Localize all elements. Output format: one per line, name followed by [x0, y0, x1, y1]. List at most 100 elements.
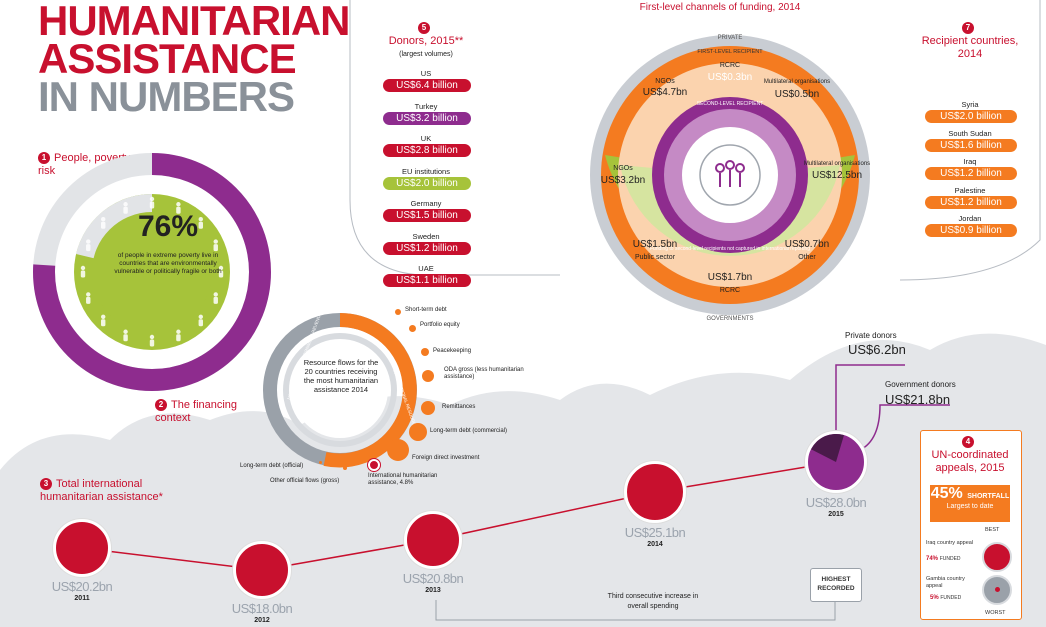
section-4-number: 4: [962, 436, 974, 449]
section-5-title: Donors, 2015**: [388, 35, 464, 47]
donor-name-1: Turkey: [414, 101, 438, 111]
channel-bottom-2-amount: US$1.7bn: [708, 272, 752, 283]
channel-bottom-4-amount: US$12.5bn: [812, 170, 862, 181]
section-2-title: The financing context: [155, 399, 238, 424]
iraq-appeal-figure: 74% FUNDED: [926, 556, 961, 562]
donor-name-2: UK: [420, 134, 432, 143]
timeline-amount-4: US$28.0bn: [805, 495, 867, 510]
timeline-amount-2: US$20.8bn: [402, 571, 464, 586]
gambia-appeal-dot: [994, 587, 1000, 592]
flow-label-1: Portfolio equity: [420, 322, 460, 328]
shortfall-box: 45% SHORTFALL Largest to date: [930, 485, 1010, 522]
private-donors-amount: US$6.2bn: [848, 342, 906, 357]
donor-name-4: Germany: [410, 199, 442, 208]
flow-label-2: Peacekeeping: [433, 348, 472, 354]
flow-dot-2: [421, 348, 429, 356]
donor-name-5: Sweden: [412, 231, 440, 241]
timeline-amount-3: US$25.1bn: [624, 525, 686, 540]
timeline-year-4: 2015: [828, 511, 844, 518]
donor-amount-5: US$1.2 billion: [383, 241, 471, 255]
timeline-year-2: 2013: [425, 587, 441, 594]
donor-amount-0: US$6.4 billion: [383, 79, 471, 92]
recipient-amount-3: US$1.2 billion: [925, 195, 1017, 209]
appeals-worst-label: WORST: [985, 610, 1006, 616]
flow-label-9: Long-term debt (official): [240, 463, 304, 469]
recipient-amount-1: US$1.6 billion: [925, 138, 1017, 152]
iraq-appeal-circle: [982, 542, 1012, 572]
channel-bottom-2-name: RCRC: [720, 287, 740, 294]
channels-first-level-label: FIRST-LEVEL RECIPIENT: [697, 49, 763, 55]
channel-top-2-amount: US$0.5bn: [775, 89, 819, 100]
timeline-circle-3: [624, 461, 686, 523]
timeline-year-1: 2012: [254, 617, 270, 624]
gambia-appeal-name: Gambia country appeal: [926, 576, 965, 589]
gambia-appeal-figure: 5% FUNDED: [930, 595, 961, 601]
poverty-donut: [33, 153, 271, 391]
government-donors-amount: US$21.8bn: [885, 392, 951, 407]
flow-dot-1: [408, 324, 416, 332]
donor-name-6: UAE: [418, 264, 434, 273]
timeline-year-3: 2014: [647, 541, 663, 548]
channel-top-2-name: Multilateral organisations: [764, 79, 830, 85]
iraq-appeal-funded: FUNDED: [939, 556, 961, 562]
channels-title: First-level channels of funding, 2014: [639, 2, 801, 13]
recipient-name-4: Jordan: [958, 214, 982, 223]
recipient-amount-2: US$1.2 billion: [925, 167, 1017, 180]
flow-label-0: Short-term debt: [405, 307, 447, 313]
channel-bottom-0-amount: US$3.2bn: [601, 175, 645, 186]
gambia-appeal-funded: FUNDED: [940, 595, 962, 601]
donor-name-0: US: [420, 69, 432, 78]
channel-bottom-0-name: NGOs: [613, 165, 633, 172]
financing-center-text: Resource flows for the 20 countries rece…: [303, 358, 379, 394]
recipient-amount-4: US$0.9 billion: [925, 224, 1017, 237]
section-5-heading: 5 Donors, 2015** (largest volumes): [370, 22, 482, 61]
timeline-amount-0: US$20.2bn: [51, 579, 113, 594]
poverty-caption: of people in extreme poverty live in cou…: [114, 252, 222, 275]
section-3-heading: 3 Total international humanitarian assist…: [40, 478, 170, 504]
highest-recorded-badge: HIGHEST RECORDED: [810, 568, 862, 602]
government-donors-label: Government donors: [885, 380, 956, 389]
section-7-number: 7: [962, 22, 974, 35]
donor-amount-1: US$3.2 billion: [383, 111, 471, 125]
flow-label-5: Long-term debt (commercial): [430, 428, 508, 434]
flow-label-3: ODA gross (less humanitarian assistance): [444, 367, 524, 380]
channels-private-label: PRIVATE: [718, 35, 743, 41]
flow-dot-0: [395, 309, 401, 315]
title-line-1: HUMANITARIAN: [38, 0, 351, 44]
financing-ring: NON-AID FLOWS GOVERNMENT REVENUE INTERNA…: [263, 312, 419, 468]
flow-dot-6: [387, 439, 409, 461]
channels-inner-note: Funding to second-level recipients not c…: [650, 246, 810, 252]
channel-bottom-1-amount: US$1.5bn: [633, 239, 677, 250]
channel-top-0-name: NGOs: [655, 78, 675, 85]
section-3-title: Total international humanitarian assista…: [40, 478, 163, 503]
recipient-amount-0: US$2.0 billion: [925, 110, 1017, 123]
section-2-number: 2: [155, 399, 167, 412]
flow-dot-9: [318, 460, 322, 464]
third-consecutive-note: Third consecutive increase in overall sp…: [607, 593, 699, 610]
section-7-heading: 7 Recipient countries, 2014: [920, 22, 1020, 61]
timeline-amount-1: US$18.0bn: [231, 601, 293, 616]
shortfall-subtitle: Largest to date: [946, 503, 994, 510]
donor-amount-6: US$1.1 billion: [383, 274, 471, 287]
title-line-3: IN NUMBERS: [38, 73, 295, 120]
gambia-appeal-percent: 5%: [930, 595, 939, 601]
shortfall-word: SHORTFALL: [967, 493, 1010, 500]
iraq-appeal-percent: 74%: [926, 556, 939, 562]
appeals-best-label: BEST: [985, 527, 1000, 533]
channel-top-0-amount: US$4.7bn: [643, 87, 687, 98]
recipient-name-2: Iraq: [963, 157, 977, 166]
channels-diagram: PRIVATE GOVERNMENTS FIRST-LEVEL RECIPIEN…: [590, 35, 870, 322]
recipient-name-0: Syria: [961, 100, 979, 109]
timeline-circle-2: [404, 511, 462, 569]
donor-amount-2: US$2.8 billion: [383, 144, 471, 157]
iraq-appeal-name: Iraq country appeal: [926, 540, 974, 546]
poverty-percent: 76%: [137, 210, 199, 243]
section-1-number: 1: [38, 152, 50, 165]
flow-label-6: Foreign direct investment: [412, 455, 480, 461]
section-3-number: 3: [40, 478, 52, 491]
channel-bottom-4-name: Multilateral organisations: [804, 161, 870, 167]
gambia-appeal-circle: [982, 575, 1012, 605]
channel-bottom-1-name: Public sector: [635, 254, 676, 261]
section-5-number: 5: [418, 22, 430, 35]
